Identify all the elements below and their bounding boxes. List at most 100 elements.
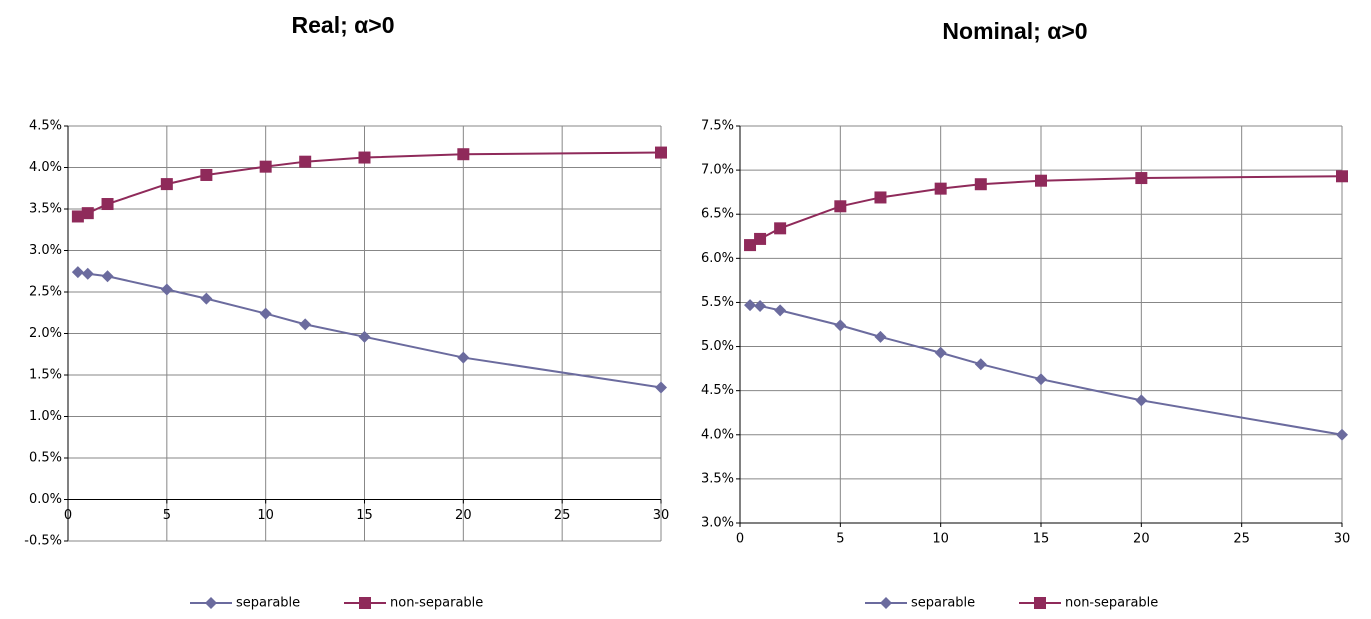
data-point-square [744, 239, 757, 252]
y-tick-label: 4.5% [701, 383, 734, 398]
series-non-separable [71, 146, 667, 223]
data-point-diamond [1135, 394, 1148, 407]
data-point-square [457, 148, 470, 161]
y-tick-label: 0.5% [29, 451, 62, 466]
data-point-square [1035, 174, 1047, 187]
y-tick-label: 2.0% [29, 326, 62, 341]
data-point-diamond [160, 283, 173, 296]
data-point-diamond [200, 292, 213, 305]
data-point-square [101, 198, 114, 211]
data-point-diamond [101, 270, 114, 283]
data-point-diamond [259, 307, 272, 320]
x-tick-label: 30 [653, 508, 670, 523]
x-tick-label: 0 [64, 508, 72, 523]
x-tick-label: 25 [554, 508, 571, 523]
legend: separable non-separable [865, 596, 1158, 611]
data-point-diamond [974, 358, 987, 371]
data-point-square [259, 160, 272, 173]
data-point-square [1336, 170, 1348, 183]
y-tick-label: 5.0% [701, 339, 734, 354]
data-point-diamond [71, 266, 84, 279]
chart-title: Real; α>0 [292, 12, 395, 38]
data-point-diamond [754, 299, 767, 312]
legend-marker-diamond [880, 597, 892, 609]
legend-label: separable [911, 596, 975, 611]
legend-marker-square [359, 597, 371, 609]
data-point-square [299, 155, 312, 168]
data-point-diamond [358, 330, 371, 343]
y-tick-label: 1.0% [29, 409, 62, 424]
data-point-diamond [655, 381, 667, 394]
data-point-square [200, 168, 213, 181]
series-line [749, 175, 1343, 246]
data-point-diamond [1035, 373, 1047, 386]
y-tick-label: 6.5% [701, 207, 734, 222]
y-tick-label: 5.5% [701, 295, 734, 310]
legend-label: separable [236, 596, 300, 611]
data-point-square [754, 232, 767, 245]
y-tick-label: 3.0% [701, 516, 734, 531]
legend-marker-square [1034, 597, 1046, 609]
data-point-diamond [834, 319, 847, 332]
data-point-square [81, 207, 94, 220]
data-point-diamond [457, 351, 470, 364]
data-point-square [934, 182, 947, 195]
y-tick-label: 3.5% [701, 471, 734, 486]
y-tick-label: 4.0% [29, 160, 62, 175]
x-tick-label: 5 [836, 532, 844, 547]
x-tick-label: 15 [356, 508, 373, 523]
series-line [77, 151, 662, 218]
data-point-diamond [934, 346, 947, 359]
series-separable [71, 266, 667, 394]
legend-item-separable: separable [865, 596, 975, 611]
y-tick-label: 7.0% [701, 163, 734, 178]
x-tick-label: 30 [1334, 532, 1351, 547]
x-tick-label: 20 [1133, 532, 1150, 547]
series-line [77, 271, 662, 389]
y-tick-label: 1.5% [29, 368, 62, 383]
data-point-diamond [299, 318, 312, 331]
x-tick-label: 25 [1233, 532, 1250, 547]
legend-item-non-separable: non-separable [344, 596, 483, 611]
chart-2: Nominal; α>0 3.0% 3.5% 4.0% 4.5% 5.0% 5.5% 6.0%… [701, 18, 1350, 610]
data-point-diamond [1336, 428, 1348, 441]
x-tick-label: 10 [257, 508, 274, 523]
data-point-diamond [81, 267, 94, 280]
legend-item-separable: separable [190, 596, 300, 611]
x-tick-label: 0 [736, 532, 744, 547]
data-point-square [834, 200, 847, 213]
y-tick-label: 0.0% [29, 492, 62, 507]
legend-item-non-separable: non-separable [1019, 596, 1158, 611]
legend-label: non-separable [390, 596, 483, 611]
y-tick-label: -0.5% [24, 534, 62, 549]
data-point-square [874, 191, 887, 204]
data-point-square [71, 210, 84, 223]
data-point-diamond [774, 304, 787, 317]
legend-label: non-separable [1065, 596, 1158, 611]
y-tick-label: 2.5% [29, 285, 62, 300]
legend: separable non-separable [190, 596, 483, 611]
data-point-square [1135, 172, 1148, 185]
data-point-square [160, 178, 173, 191]
data-point-diamond [874, 330, 887, 343]
data-point-square [774, 222, 787, 235]
y-tick-label: 3.0% [29, 243, 62, 258]
y-tick-label: 3.5% [29, 202, 62, 217]
chart-title: Nominal; α>0 [942, 18, 1087, 44]
data-point-square [655, 146, 667, 159]
chart-1: Real; α>0 -0.5% 0.0% 0.5% 1.0% 1.5% 2.0% 2.5% 3.… [24, 12, 669, 610]
series-non-separable [744, 170, 1348, 252]
legend-marker-diamond [205, 597, 217, 609]
x-tick-label: 20 [455, 508, 472, 523]
x-tick-label: 10 [932, 532, 949, 547]
x-tick-label: 15 [1033, 532, 1050, 547]
series-separable [744, 299, 1348, 441]
data-point-diamond [744, 299, 757, 312]
y-tick-label: 4.5% [29, 119, 62, 134]
data-point-square [358, 151, 371, 164]
y-tick-label: 7.5% [701, 119, 734, 134]
y-tick-label: 6.0% [701, 251, 734, 266]
data-point-square [974, 178, 987, 191]
y-tick-label: 4.0% [701, 427, 734, 442]
